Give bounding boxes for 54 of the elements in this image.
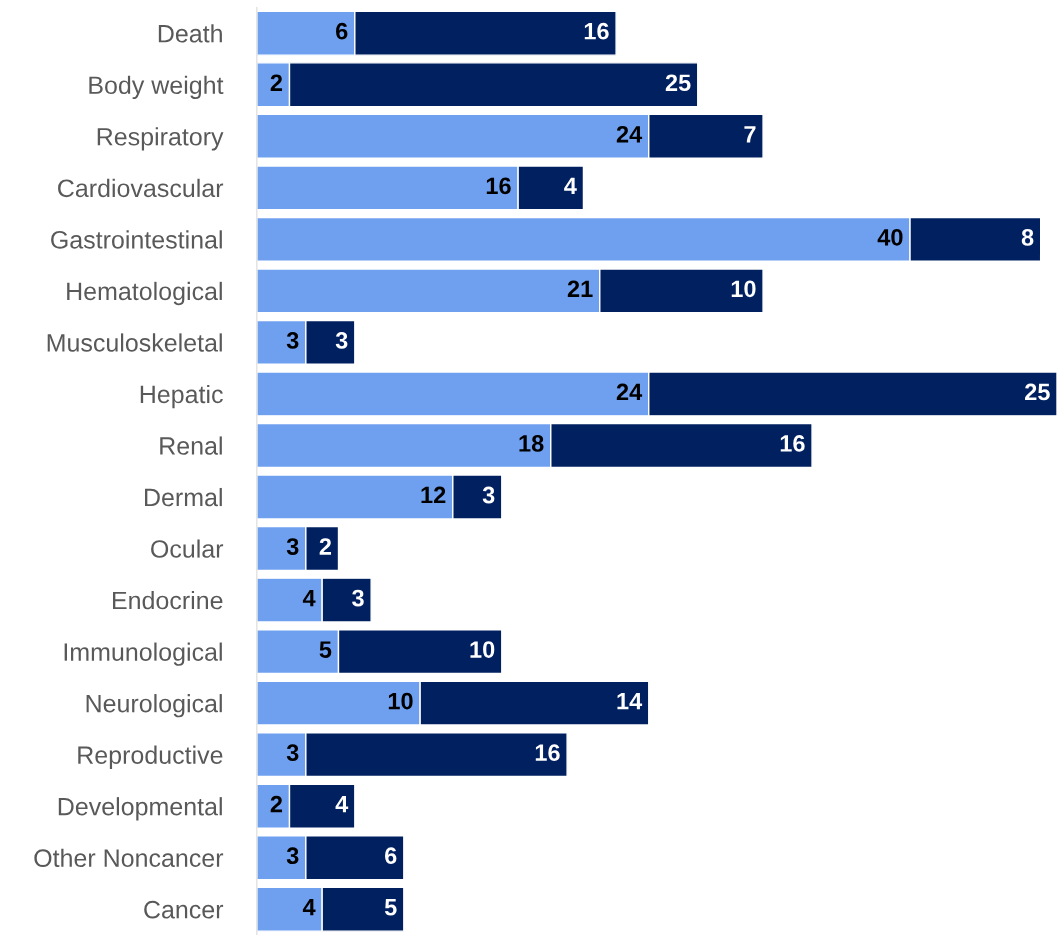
y-tick-label: Cardiovascular xyxy=(58,178,224,198)
data-label: 4 xyxy=(302,589,316,607)
data-label: 4 xyxy=(335,796,349,813)
data-label: 4 xyxy=(302,899,316,916)
y-tick-label: Neurological xyxy=(86,694,222,718)
y-tick-label: Body weight xyxy=(89,75,224,100)
data-label: 3 xyxy=(335,332,348,349)
y-tick-label: Developmental xyxy=(58,797,222,821)
data-label: 12 xyxy=(421,486,446,504)
data-label: 16 xyxy=(535,744,560,761)
data-label: 5 xyxy=(319,641,332,658)
data-label: 10 xyxy=(731,280,756,298)
data-label: 18 xyxy=(519,435,544,452)
data-label: 24 xyxy=(616,125,643,143)
data-label: 3 xyxy=(482,486,495,504)
y-tick-label: Reproductive xyxy=(78,745,223,769)
data-label: 3 xyxy=(352,589,364,607)
y-tick-label: Other Noncancer xyxy=(34,848,224,868)
y-tick-label: Cancer xyxy=(144,900,224,919)
data-label: 16 xyxy=(486,177,511,195)
y-tick-label: Respiratory xyxy=(97,127,224,151)
data-label: 3 xyxy=(286,332,299,349)
data-label: 25 xyxy=(665,74,691,92)
y-tick-label: Renal xyxy=(160,436,222,455)
data-label: 14 xyxy=(617,692,643,710)
y-tick-label: Ocular xyxy=(151,539,224,558)
data-label: 7 xyxy=(744,126,756,143)
data-label: 16 xyxy=(584,22,609,40)
data-label: 6 xyxy=(385,847,397,865)
data-label: 25 xyxy=(1025,383,1050,401)
data-label: 2 xyxy=(270,795,283,813)
data-label: 3 xyxy=(286,847,299,865)
data-label: 10 xyxy=(470,641,495,658)
data-label: 40 xyxy=(877,228,903,246)
data-label: 16 xyxy=(780,435,805,452)
y-tick-label: Hematological xyxy=(67,281,222,306)
data-label: 2 xyxy=(270,74,283,91)
data-label: 24 xyxy=(616,383,643,401)
y-tick-label: Gastrointestinal xyxy=(51,230,222,249)
y-tick-label: Hepatic xyxy=(140,384,223,409)
y-tick-label: Immunological xyxy=(64,642,222,666)
data-label: 10 xyxy=(388,692,413,710)
data-label: 6 xyxy=(336,22,348,40)
data-label: 8 xyxy=(1021,228,1034,246)
y-tick-label: Musculoskeletal xyxy=(47,333,222,352)
data-label: 3 xyxy=(286,538,299,555)
y-tick-label: Endocrine xyxy=(113,591,223,610)
data-label: 4 xyxy=(564,177,577,194)
data-label: 2 xyxy=(319,538,332,555)
data-label: 21 xyxy=(567,280,593,297)
y-tick-label: Death xyxy=(158,24,222,43)
y-tick-label: Dermal xyxy=(145,487,222,507)
data-label: 5 xyxy=(384,899,397,916)
data-label: 3 xyxy=(286,744,299,762)
